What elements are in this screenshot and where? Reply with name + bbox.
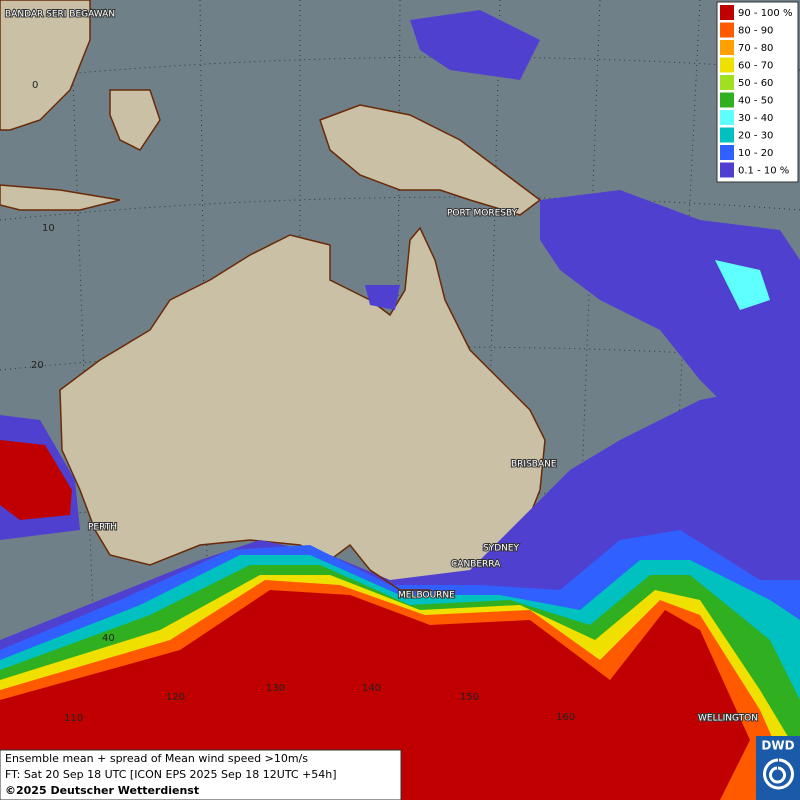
city-label: SYDNEY bbox=[483, 544, 520, 554]
grid-label: 130 bbox=[266, 683, 285, 694]
grid-label: 150 bbox=[460, 692, 479, 703]
city-label: MELBOURNE bbox=[398, 591, 455, 601]
legend-swatch bbox=[720, 22, 734, 38]
legend-label: 50 - 60 bbox=[738, 78, 773, 89]
footer-title: Ensemble mean + spread of Mean wind spee… bbox=[5, 752, 308, 765]
legend-label: 30 - 40 bbox=[738, 113, 773, 124]
footer-forecast: FT: Sat 20 Sep 18 UTC [ICON EPS 2025 Sep… bbox=[5, 768, 337, 781]
grid-label: 20 bbox=[31, 360, 44, 371]
city-label: WELLINGTON bbox=[698, 714, 758, 724]
legend-swatch bbox=[720, 57, 734, 73]
grid-label: 10 bbox=[42, 223, 55, 234]
legend: 90 - 100 % 80 - 90 70 - 80 60 - 70 50 - 60 40… bbox=[716, 1, 799, 183]
grid-label: 140 bbox=[362, 683, 381, 694]
footer: Ensemble mean + spread of Mean wind spee… bbox=[0, 749, 402, 801]
city-label: BANDAR SERI BEGAWAN bbox=[5, 10, 115, 20]
city-label: PERTH bbox=[88, 523, 117, 533]
legend-label: 90 - 100 % bbox=[738, 8, 792, 19]
legend-label: 70 - 80 bbox=[738, 43, 773, 54]
legend-swatch bbox=[720, 75, 734, 90]
grid-label: 110 bbox=[64, 713, 83, 724]
legend-label: 20 - 30 bbox=[738, 131, 773, 142]
grid-label: 160 bbox=[556, 712, 575, 723]
legend-swatch bbox=[720, 110, 734, 125]
grid-label: 120 bbox=[166, 692, 185, 703]
legend-label: 10 - 20 bbox=[738, 148, 773, 159]
legend-label: 40 - 50 bbox=[738, 96, 773, 107]
probability-field bbox=[0, 10, 800, 800]
city-label: BRISBANE bbox=[511, 460, 557, 470]
legend-swatch bbox=[720, 92, 734, 108]
logo: DWD bbox=[756, 736, 800, 800]
city-label: CANBERRA bbox=[451, 560, 501, 570]
legend-label: 0.1 - 10 % bbox=[738, 166, 789, 177]
grid-labels: 0 10 20 40 110 120 130 140 150 160 bbox=[31, 80, 575, 724]
legend-label: 60 - 70 bbox=[738, 61, 773, 72]
logo-text: DWD bbox=[761, 739, 794, 753]
legend-swatch bbox=[720, 5, 734, 20]
legend-swatch bbox=[720, 162, 734, 178]
footer-copyright: ©2025 Deutscher Wetterdienst bbox=[5, 784, 199, 797]
footer-box bbox=[0, 749, 402, 801]
grid-label: 0 bbox=[32, 80, 38, 91]
city-labels: BANDAR SERI BEGAWAN PORT MORESBY BRISBAN… bbox=[4, 9, 759, 725]
legend-label: 80 - 90 bbox=[738, 26, 773, 37]
coastline bbox=[369, 569, 430, 591]
logo-icon bbox=[763, 758, 794, 790]
legend-swatch bbox=[720, 145, 734, 160]
grid-label: 40 bbox=[102, 633, 115, 644]
legend-swatch bbox=[720, 40, 734, 55]
legend-swatch bbox=[720, 127, 734, 143]
city-label: PORT MORESBY bbox=[447, 209, 518, 219]
